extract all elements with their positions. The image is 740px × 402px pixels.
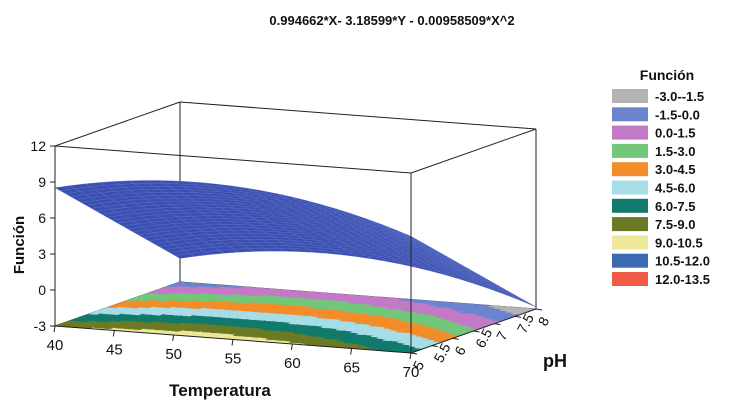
- x-tick-label: 45: [106, 342, 123, 359]
- legend-label: 12.0-13.5: [655, 272, 710, 287]
- legend-swatch: [612, 107, 648, 122]
- x-tick-label: 40: [47, 337, 64, 354]
- z-tick-label: 6: [38, 210, 46, 226]
- x-tick-label: 65: [343, 360, 360, 377]
- legend-swatch: [612, 235, 648, 250]
- y-axis-label: pH: [543, 351, 567, 371]
- y-tick-label: 8: [535, 314, 553, 329]
- legend-swatch: [612, 198, 648, 213]
- y-tick-label: 6: [451, 343, 469, 358]
- x-tick: [112, 330, 115, 337]
- legend-swatch: [612, 89, 648, 103]
- y-tick: [494, 323, 501, 326]
- x-tick-label: 60: [284, 355, 301, 372]
- x-tick: [172, 334, 175, 342]
- y-tick: [431, 345, 438, 348]
- chart-title: 0.994662*X- 3.18599*Y - 0.00958509*X^2: [269, 13, 514, 28]
- z-tick-label: 0: [38, 282, 46, 298]
- legend-label: -3.0--1.5: [655, 89, 704, 104]
- y-tick-label: 7: [493, 328, 511, 343]
- legend-label: -1.5-0.0: [655, 107, 700, 122]
- legend-label: 3.0-4.5: [655, 162, 695, 177]
- legend-swatch: [612, 162, 648, 177]
- legend-label: 9.0-10.5: [655, 235, 703, 250]
- z-tick-label: 12: [30, 138, 46, 154]
- legend-swatch: [612, 272, 648, 286]
- x-tick: [53, 325, 56, 333]
- x-tick: [409, 352, 412, 360]
- response-surface: [54, 180, 537, 308]
- z-axis-label: Función: [11, 216, 28, 274]
- y-tick: [515, 315, 522, 318]
- legend-title: Función: [640, 67, 694, 83]
- box-edge: [54, 145, 412, 174]
- surface-cell: [515, 297, 537, 308]
- legend-label: 10.5-12.0: [655, 254, 710, 269]
- x-tick: [231, 339, 234, 346]
- box-edge: [54, 101, 181, 147]
- legend-label: 7.5-9.0: [655, 217, 695, 232]
- x-tick: [350, 348, 353, 355]
- legend-swatch: [612, 125, 648, 140]
- y-tick: [452, 337, 459, 340]
- z-tick-label: 3: [38, 246, 46, 262]
- legend-label: 0.0-1.5: [655, 126, 695, 141]
- legend: Función -3.0--1.5 -1.5-0.0 0.0-1.5 1.5-3.0 3…: [612, 67, 710, 287]
- x-axis-label: Temperatura: [169, 381, 271, 400]
- y-tick: [410, 352, 418, 355]
- legend-swatch: [612, 180, 648, 195]
- y-tick: [535, 308, 543, 311]
- x-tick-label: 70: [403, 364, 420, 381]
- legend-swatch: [612, 253, 648, 268]
- legend-swatch: [612, 143, 648, 158]
- x-tick: [290, 343, 293, 351]
- x-tick-label: 55: [225, 351, 242, 368]
- box-edge: [179, 101, 537, 130]
- y-tick: [473, 330, 480, 333]
- legend-label: 6.0-7.5: [655, 199, 695, 214]
- contour-floor: [54, 281, 537, 354]
- x-tick-label: 50: [165, 346, 182, 363]
- z-tick-label: -3: [34, 318, 47, 334]
- legend-label: 4.5-6.0: [655, 181, 695, 196]
- z-tick-label: 9: [38, 174, 46, 190]
- legend-swatch: [612, 217, 648, 232]
- box-edge: [410, 128, 537, 174]
- legend-label: 1.5-3.0: [655, 144, 695, 159]
